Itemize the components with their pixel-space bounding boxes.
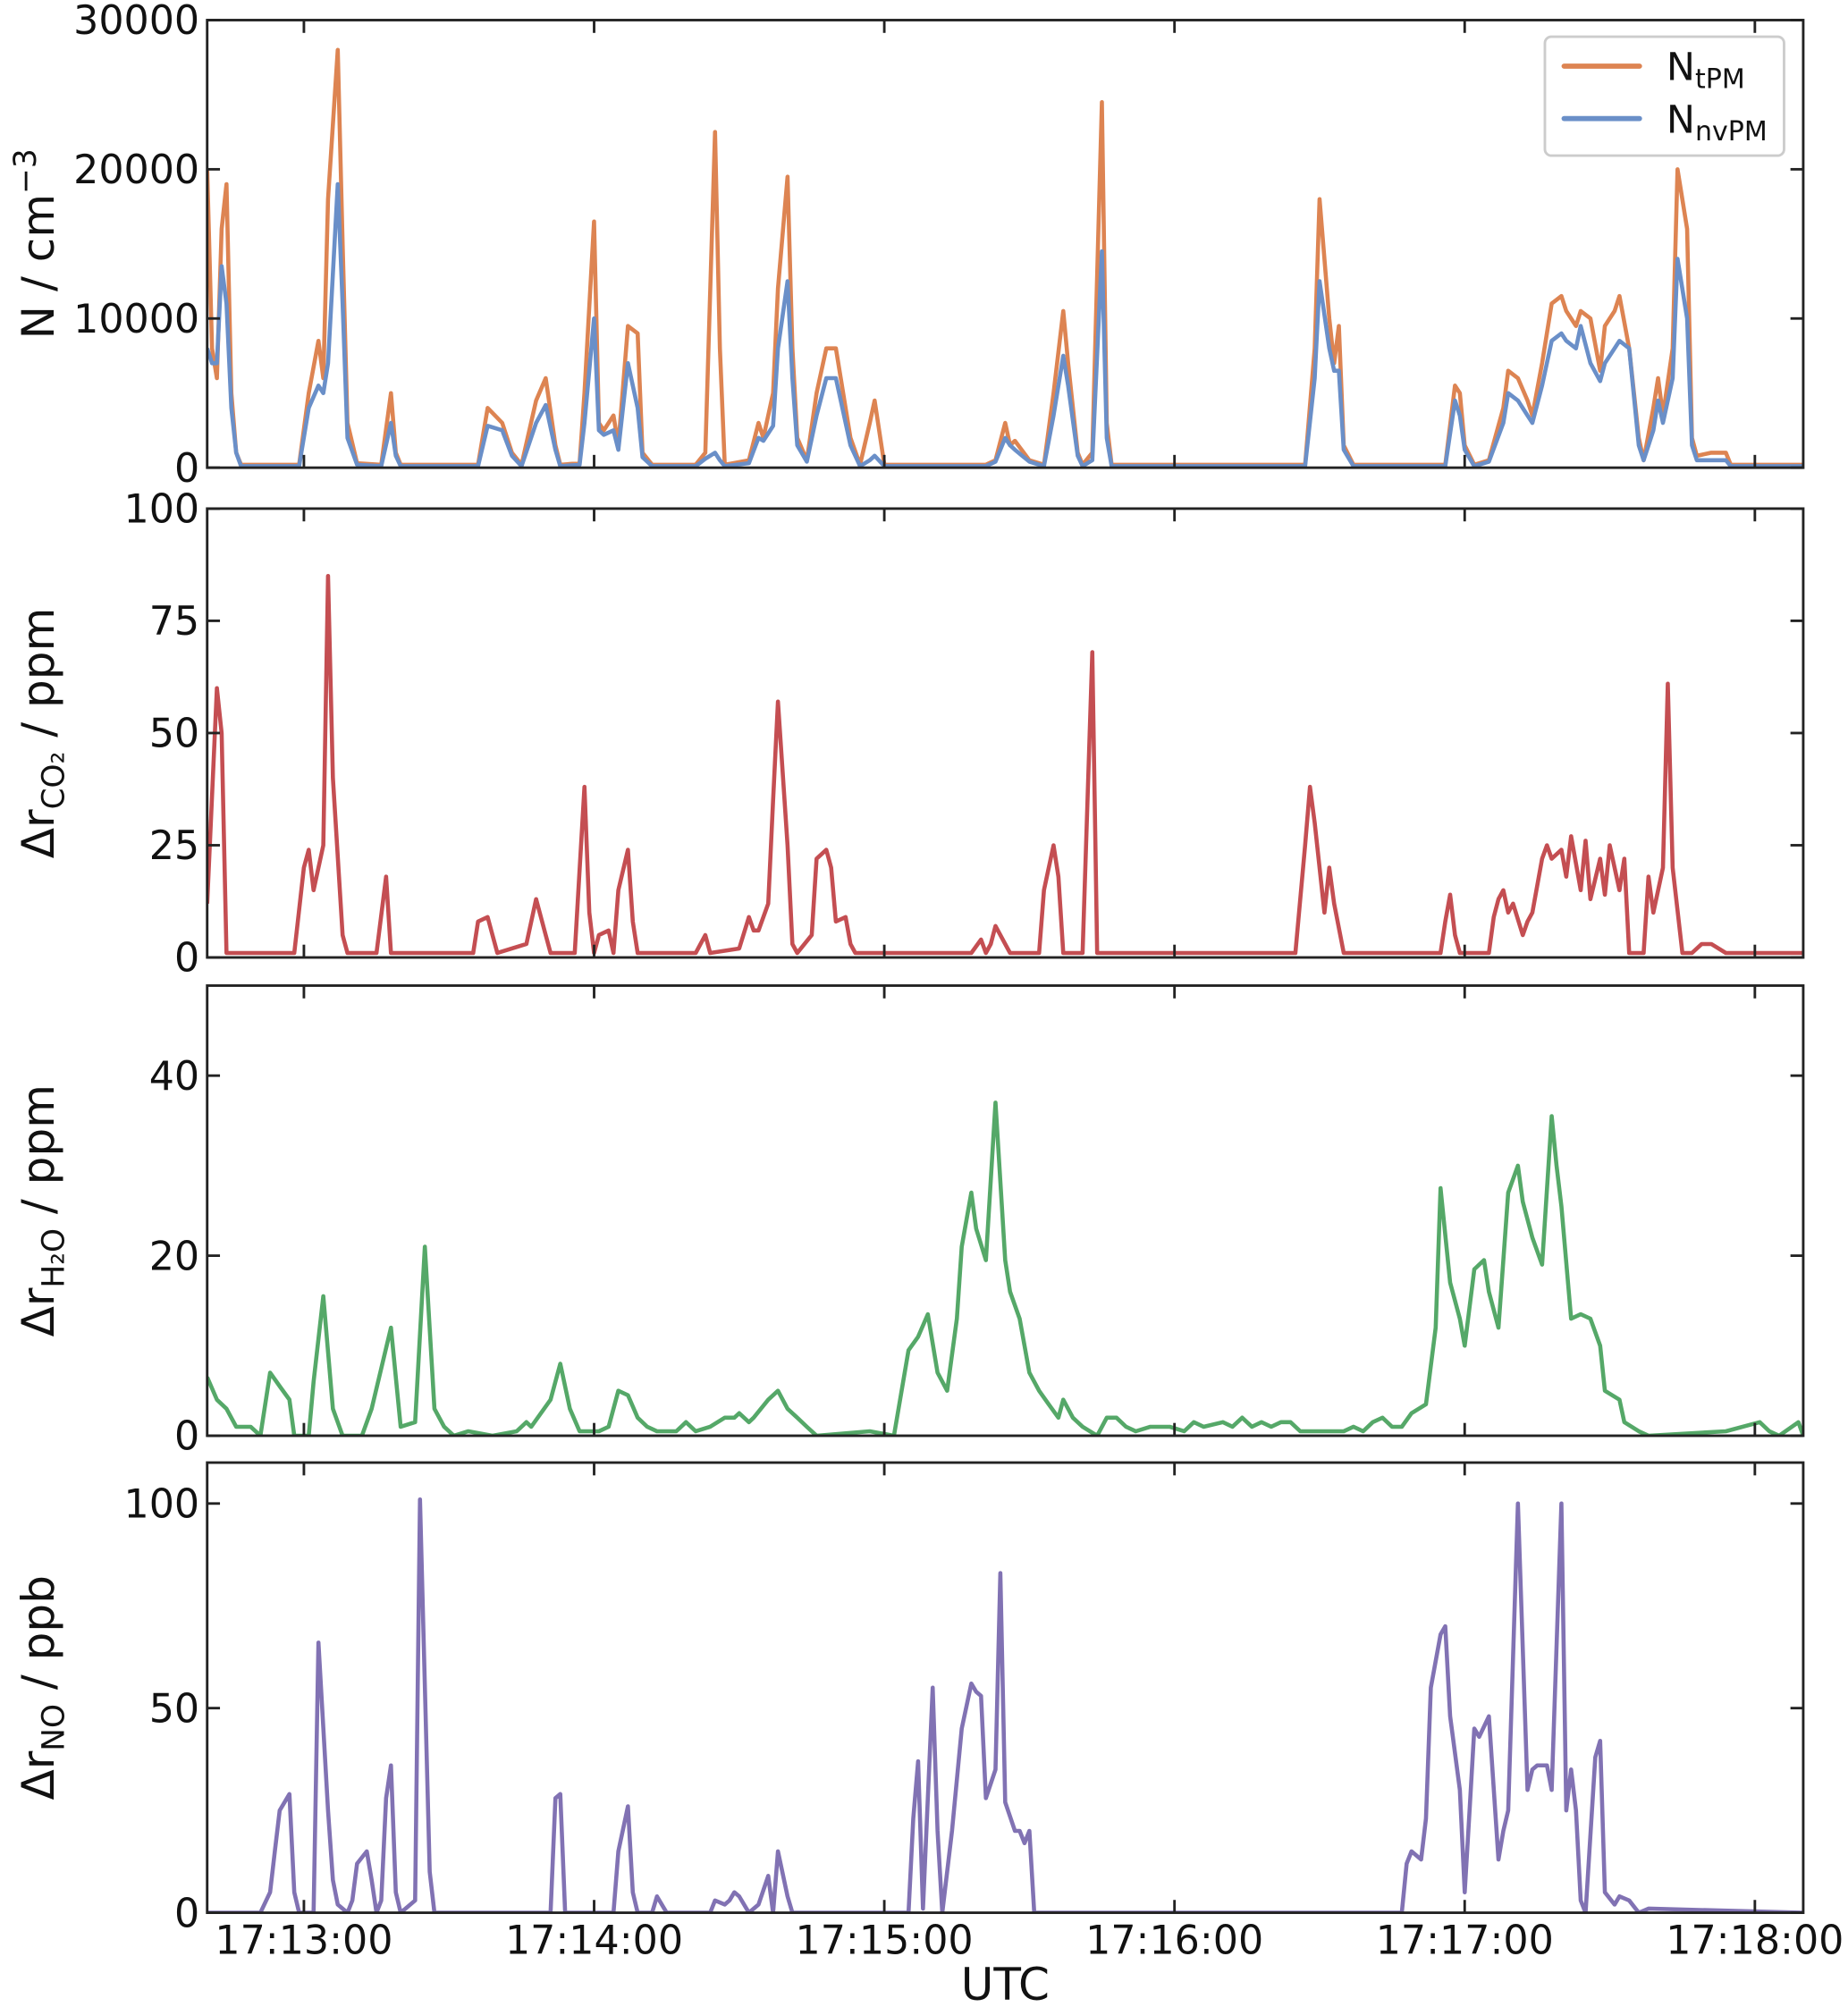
y-tick-label: 10000 [73,297,199,342]
y-tick-label: 0 [174,936,199,982]
x-tick-label: 17:15:00 [796,1918,974,1963]
y-tick-label: 0 [174,1891,199,1936]
y-axis-label: ΔrCO₂ / ppm [13,608,72,859]
series-line-panel3 [207,1100,1803,1436]
axes-frame [206,19,1805,469]
y-tick-label: 40 [149,1054,199,1100]
y-tick-label: 50 [149,1686,199,1732]
series-line-panel2 [207,574,1803,956]
x-tick-label: 17:14:00 [505,1918,683,1963]
y-tick-label: 25 [149,823,199,869]
y-tick-label: 0 [174,1414,199,1460]
legend-label-ntpm: NtPM [1667,46,1745,96]
y-tick-label: 100 [124,487,200,533]
legend: NtPM NnvPM [1543,35,1785,157]
x-tick-label: 17:17:00 [1376,1918,1554,1963]
series-line-panel4 [207,1497,1803,1913]
y-tick-label: 20000 [73,148,199,193]
y-axis-label: N / cm−3 [8,148,64,339]
x-tick-label: 17:13:00 [215,1918,392,1963]
axes-frame [206,507,1805,959]
y-tick-label: 100 [124,1482,200,1528]
panel-3: 0 20 40 ΔrH₂O / ppm [13,984,1805,1460]
panel-2: 0 25 50 75 100 ΔrCO₂ / ppm [13,487,1805,982]
y-tick-label: 0 [174,446,199,492]
axes-frame [206,1461,1805,1914]
legend-label-nnvpm: NnvPM [1667,97,1768,148]
y-axis-label: ΔrH₂O / ppm [13,1084,72,1337]
x-tick-label: 17:16:00 [1085,1918,1263,1963]
x-tick-label: 17:18:00 [1666,1918,1844,1963]
y-tick-label: 30000 [73,0,199,44]
series-line-nnvpm [207,181,1803,468]
y-tick-label: 20 [149,1234,199,1279]
x-axis-label: UTC [961,1959,1050,2007]
y-tick-label: 75 [149,599,199,645]
y-tick-label: 50 [149,712,199,757]
panel-4: 0 50 100 17:13:00 17:14:00 17:15:00 17:16:00 17… [13,1461,1844,1963]
y-axis-label: ΔrNO / ppb [13,1575,72,1800]
panel-1: 0 10000 20000 30000 N / cm−3 [8,0,1805,492]
axes-frame [206,984,1805,1438]
